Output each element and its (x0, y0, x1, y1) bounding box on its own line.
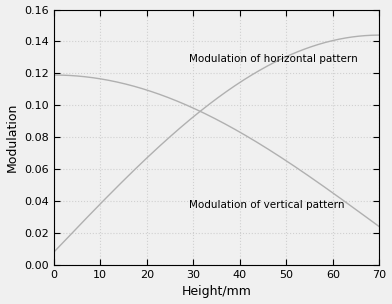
X-axis label: Height/mm: Height/mm (181, 285, 252, 299)
Text: Modulation of horizontal pattern: Modulation of horizontal pattern (189, 54, 358, 64)
Y-axis label: Modulation: Modulation (5, 103, 18, 172)
Text: Modulation of vertical pattern: Modulation of vertical pattern (189, 199, 344, 209)
